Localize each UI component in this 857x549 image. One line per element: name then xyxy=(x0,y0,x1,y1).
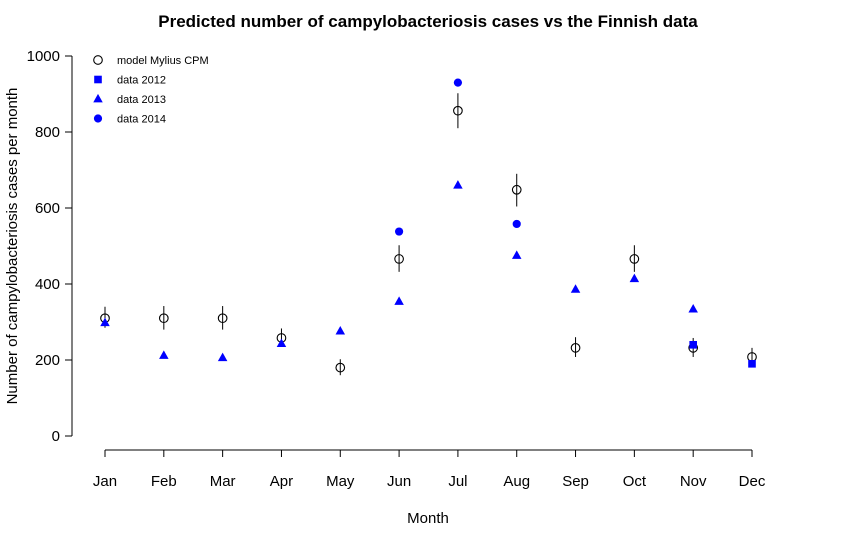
y-tick-label: 800 xyxy=(35,124,60,141)
legend-label: data 2012 xyxy=(117,75,166,87)
x-tick-label: Oct xyxy=(623,473,647,490)
x-tick-label: Jun xyxy=(387,473,411,490)
data-point xyxy=(217,352,228,362)
data-point xyxy=(570,342,581,353)
x-tick-label: Jan xyxy=(93,473,117,490)
y-tick-label: 200 xyxy=(35,352,60,369)
legend-label: model Mylius CPM xyxy=(117,55,209,67)
data-point xyxy=(511,184,522,195)
data-point xyxy=(394,254,404,264)
legend-marker xyxy=(93,55,103,65)
data-point xyxy=(335,326,346,335)
data-point xyxy=(629,254,640,264)
data-point xyxy=(158,313,169,324)
data-point xyxy=(453,78,463,87)
data-point xyxy=(453,105,463,116)
data-point xyxy=(453,180,463,189)
x-tick-label: May xyxy=(326,473,355,490)
data-point xyxy=(276,338,287,348)
data-point xyxy=(394,296,404,305)
x-tick-label: Dec xyxy=(739,473,766,490)
plot-marks xyxy=(100,78,757,376)
data-point xyxy=(689,341,697,349)
series-data-2014 xyxy=(394,78,521,236)
series-data-2013 xyxy=(100,180,698,362)
data-point xyxy=(512,219,521,229)
y-tick-label: 1000 xyxy=(27,48,60,65)
data-point xyxy=(100,317,110,327)
x-tick-label: Jul xyxy=(448,473,467,490)
x-tick-label: Aug xyxy=(503,473,530,490)
legend-label: data 2014 xyxy=(117,114,166,126)
legend-marker xyxy=(94,75,102,84)
x-tick-label: Apr xyxy=(270,473,293,490)
x-tick-label: Feb xyxy=(151,473,177,490)
y-tick-label: 0 xyxy=(52,428,60,445)
data-point xyxy=(394,227,404,236)
legend: model Mylius CPM data 2012 data 2013 data 2… xyxy=(93,55,209,126)
x-axis: Jan Feb Mar Apr May Jun Jul Aug Sep Oct Nov Dec xyxy=(93,449,766,490)
x-axis-label: Month xyxy=(407,510,449,527)
data-point xyxy=(159,350,169,359)
series-data-2012 xyxy=(689,341,756,368)
y-axis-label: Number of campylobacteriosis cases per m… xyxy=(4,88,21,405)
y-tick-label: 400 xyxy=(35,276,60,293)
data-point xyxy=(511,250,522,259)
legend-marker xyxy=(93,93,103,103)
x-tick-label: Sep xyxy=(562,473,589,490)
legend-marker xyxy=(93,114,103,123)
data-point xyxy=(688,303,698,313)
x-tick-label: Nov xyxy=(680,473,707,490)
chart-title: Predicted number of campylobacteriosis c… xyxy=(158,12,698,31)
data-point xyxy=(335,362,346,373)
y-tick-label: 600 xyxy=(35,200,60,217)
data-point xyxy=(629,273,640,283)
series-model-mylius-cpm xyxy=(100,93,757,376)
x-tick-label: Mar xyxy=(210,473,236,490)
legend-label: data 2013 xyxy=(117,94,166,106)
data-point xyxy=(748,360,756,368)
y-axis: 0 200 400 600 800 1000 xyxy=(27,48,73,445)
data-point xyxy=(217,313,228,324)
data-point xyxy=(570,284,581,293)
